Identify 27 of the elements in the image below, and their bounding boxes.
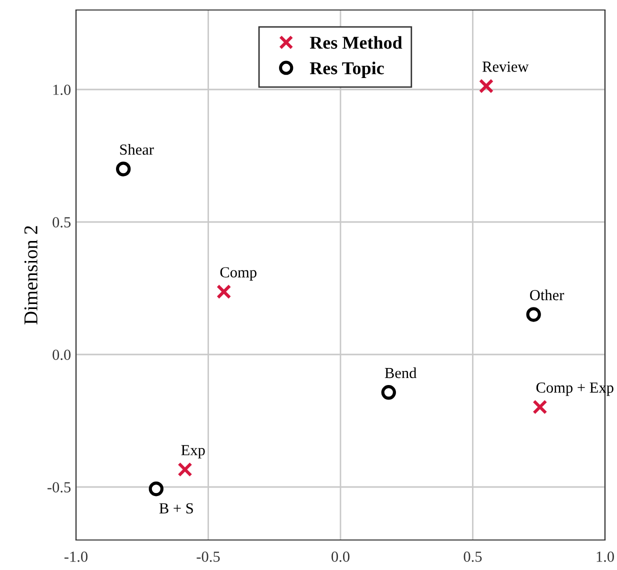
x-tick-label: -1.0 (64, 552, 88, 562)
annotation: Comp (220, 267, 256, 281)
annotation: Bend (384, 367, 417, 378)
x-tick-label: 0.5 (464, 552, 482, 562)
annotation: B + S (159, 503, 193, 514)
legend-label: Res Method (310, 36, 402, 49)
legend-label: Res Topic (310, 62, 384, 78)
annotation: Other (530, 290, 564, 300)
x-tick-label: -0.5 (196, 552, 220, 562)
point (116, 162, 131, 176)
x-tick-label: 0.0 (332, 552, 350, 562)
point (526, 307, 541, 322)
annotation: Shear (120, 144, 154, 155)
point (148, 482, 164, 496)
annotation: Exp (181, 445, 205, 458)
point (478, 78, 494, 94)
x-tick-label: 1.0 (596, 552, 614, 562)
y-tick-label: 0.0 (52, 350, 71, 360)
y-tick-label: 1.0 (53, 84, 71, 96)
y-axis-title: Dimension 2 (24, 226, 38, 324)
y-tick-label: -0.5 (48, 482, 71, 493)
point (178, 462, 192, 477)
y-tick-label: 0.5 (52, 217, 71, 228)
point (532, 400, 548, 414)
point (216, 284, 232, 300)
point (381, 385, 396, 400)
annotation: Review (482, 62, 529, 72)
